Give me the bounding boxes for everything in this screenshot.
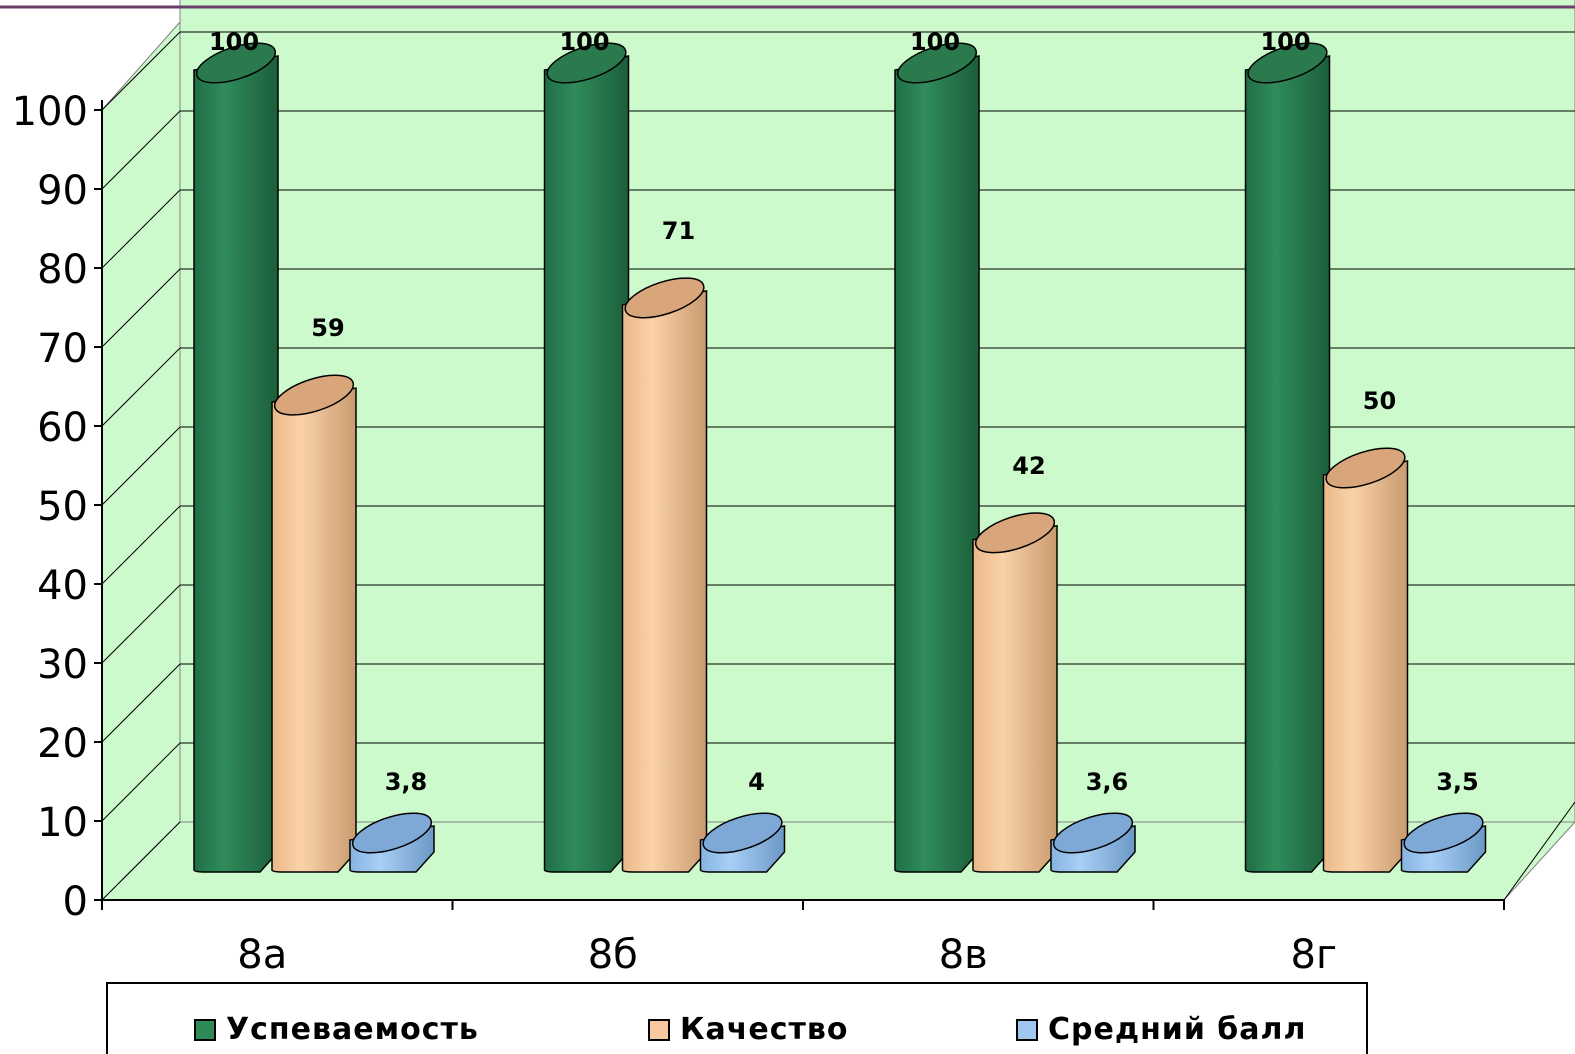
bar-top-sredniy-ball	[1052, 812, 1134, 854]
y-tick-label: 50	[37, 484, 88, 530]
y-tick-label: 30	[37, 642, 88, 688]
bar-kachestvo	[621, 290, 708, 873]
y-tick-label: 40	[37, 563, 88, 609]
x-tick-label: 8б	[588, 932, 638, 978]
gridline-side	[101, 505, 181, 585]
gridline-side	[101, 347, 181, 427]
y-tick-label: 10	[37, 800, 88, 846]
legend-swatch-blue	[1016, 1018, 1038, 1041]
legend-label: Успеваемость	[226, 1012, 479, 1047]
data-label: 3,6	[1086, 768, 1129, 796]
gridline-side	[101, 742, 181, 822]
bar-top-uspevaemost	[546, 42, 627, 84]
bar-top-kachestvo	[624, 277, 705, 319]
y-tick-label: 0	[63, 879, 88, 925]
legend-label: Качество	[680, 1012, 849, 1047]
gridline-side	[101, 110, 181, 190]
bar-top-kachestvo	[974, 512, 1056, 554]
y-tick-label: 60	[37, 405, 88, 451]
bar-top-sredniy-ball	[351, 812, 433, 854]
y-tick-label: 80	[37, 247, 88, 293]
gridline-side	[101, 268, 181, 348]
gridline-side	[101, 821, 181, 901]
bar-top-sredniy-ball	[702, 812, 783, 854]
data-label: 50	[1363, 387, 1396, 415]
gridline-side	[101, 189, 181, 269]
legend-item-uspevaemost: Успеваемость	[194, 1012, 479, 1047]
gridline-side	[101, 31, 181, 111]
bar-kachestvo	[972, 524, 1058, 873]
legend-item-sredniy-ball: Средний балл	[1016, 1012, 1306, 1047]
bar-uspevaemost	[543, 55, 630, 873]
data-label: 100	[559, 28, 609, 56]
gridline-side	[101, 584, 181, 664]
y-tick-label: 100	[12, 89, 88, 135]
bar-kachestvo	[1322, 460, 1409, 873]
x-tick-label: 8в	[939, 932, 988, 978]
floor-edge-right	[1503, 801, 1575, 901]
legend-label: Средний балл	[1048, 1012, 1307, 1047]
side-wall	[101, 20, 181, 902]
y-tick-label: 90	[37, 168, 88, 214]
data-label: 42	[1012, 452, 1045, 480]
legend: Успеваемость Качество Средний балл	[106, 982, 1368, 1054]
legend-item-kachestvo: Качество	[648, 1012, 848, 1047]
x-tick-label: 8г	[1291, 932, 1337, 978]
bar-kachestvo	[271, 387, 357, 873]
bar-uspevaemost	[193, 55, 279, 873]
bar-top-sredniy-ball	[1403, 812, 1484, 854]
legend-swatch-green	[194, 1018, 216, 1041]
data-label: 3,5	[1436, 768, 1479, 796]
bar-uspevaemost	[894, 55, 980, 873]
data-label: 100	[1260, 28, 1310, 56]
bar-top-kachestvo	[1325, 447, 1406, 489]
data-label: 4	[748, 768, 765, 796]
gridline-side	[101, 426, 181, 506]
y-tick-label: 20	[37, 721, 88, 767]
data-label: 100	[209, 28, 259, 56]
gridline-side	[101, 663, 181, 743]
bar-top-kachestvo	[273, 374, 355, 416]
legend-swatch-peach	[648, 1018, 670, 1041]
bar-top-uspevaemost	[1247, 42, 1328, 84]
x-tick-label: 8а	[237, 932, 287, 978]
bar-uspevaemost	[1244, 55, 1331, 873]
data-label: 59	[311, 314, 344, 342]
y-tick-label: 70	[37, 326, 88, 372]
data-label: 71	[662, 217, 695, 245]
bar-top-uspevaemost	[195, 42, 277, 84]
data-label: 3,8	[385, 768, 428, 796]
data-label: 100	[910, 28, 960, 56]
bar-top-uspevaemost	[896, 42, 978, 84]
